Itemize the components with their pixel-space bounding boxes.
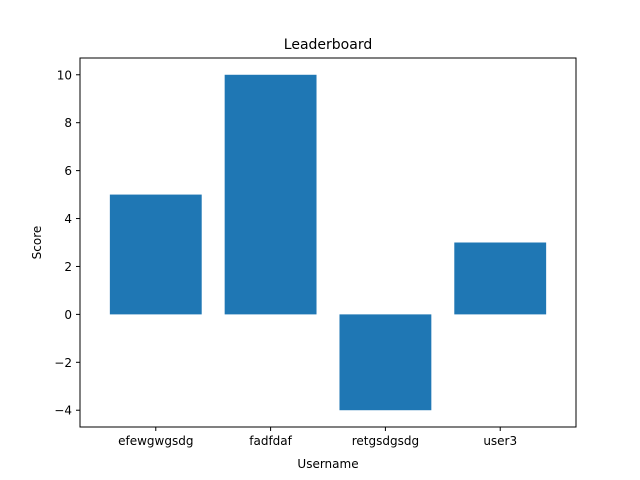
plot-frame bbox=[79, 57, 577, 428]
y-tick-label: 6 bbox=[64, 164, 72, 178]
x-tick-label: user3 bbox=[483, 434, 517, 448]
chart-title: Leaderboard bbox=[284, 37, 372, 53]
bar-efewgwgsdg bbox=[109, 194, 202, 315]
bar-fadfdaf bbox=[224, 74, 317, 315]
y-tick-label: 4 bbox=[64, 212, 72, 226]
y-tick-label: 2 bbox=[64, 260, 72, 274]
bar-retgsdgsdg bbox=[339, 314, 432, 411]
y-tick-label: 8 bbox=[64, 116, 72, 130]
y-tick-label: −4 bbox=[54, 404, 72, 418]
bar-user3 bbox=[454, 242, 547, 315]
y-tick-label: 0 bbox=[64, 308, 72, 322]
x-axis-label: Username bbox=[297, 457, 358, 471]
x-tick-label: fadfdaf bbox=[249, 434, 292, 448]
x-tick-label: retgsdgsdg bbox=[352, 434, 419, 448]
y-tick-label: −2 bbox=[54, 356, 72, 370]
x-tick-label: efewgwgsdg bbox=[118, 434, 193, 448]
y-axis-ticks: −4 −2 0 2 4 6 8 10 bbox=[54, 68, 80, 418]
y-axis-label: Score bbox=[30, 226, 44, 260]
x-axis-ticks: efewgwgsdg fadfdaf retgsdgsdg user3 bbox=[118, 427, 517, 448]
y-tick-label: 10 bbox=[57, 68, 72, 82]
bars-group bbox=[109, 74, 547, 411]
